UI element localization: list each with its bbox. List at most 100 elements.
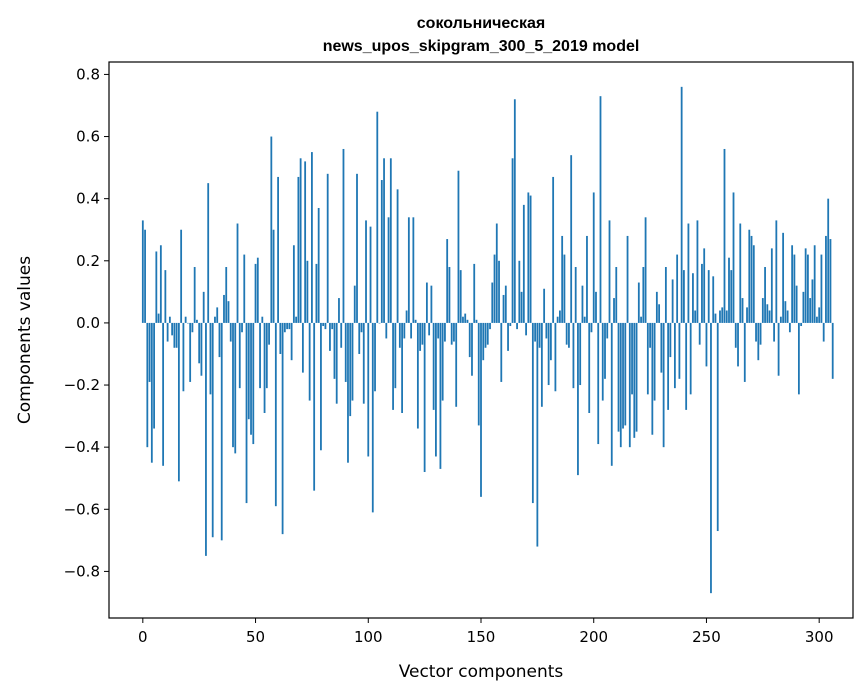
bar-37 [225, 267, 228, 323]
y-tick-label: 0.2 [76, 252, 100, 270]
y-tick-label: 0.6 [76, 128, 100, 146]
bar-148 [475, 319, 478, 323]
bar-106 [380, 180, 383, 323]
bar-209 [613, 298, 615, 323]
bar-277 [766, 304, 769, 323]
bar-229 [658, 304, 661, 323]
bar-124 [421, 322, 424, 345]
bar-234 [669, 322, 672, 358]
bar-190 [570, 155, 573, 323]
bar-126 [425, 282, 428, 323]
bar-207 [608, 220, 611, 323]
bar-100 [367, 322, 370, 457]
bar-287 [788, 322, 791, 333]
chart-title-line1: сокольническая [417, 15, 545, 32]
bar-89 [342, 148, 345, 323]
bar-240 [683, 270, 685, 323]
bar-265 [739, 223, 742, 323]
bar-162 [507, 322, 509, 351]
bar-306 [831, 322, 834, 379]
bar-13 [171, 322, 174, 336]
bar-91 [347, 322, 349, 463]
bar-204 [601, 322, 604, 401]
bar-34 [218, 322, 221, 358]
bar-20 [187, 322, 189, 324]
bar-163 [509, 322, 512, 327]
bar-35 [220, 322, 223, 541]
bar-93 [351, 322, 354, 401]
bar-67 [292, 245, 295, 323]
bar-150 [480, 322, 482, 497]
bar-255 [716, 322, 719, 532]
bar-170 [525, 322, 527, 336]
bar-302 [822, 322, 825, 342]
bars-group [141, 86, 834, 594]
bar-227 [653, 322, 656, 401]
bar-132 [439, 322, 442, 469]
bar-203 [599, 96, 602, 323]
bar-112 [394, 322, 397, 389]
bar-244 [692, 273, 694, 323]
bar-239 [680, 86, 683, 323]
bar-57 [270, 136, 273, 323]
bar-247 [698, 322, 701, 345]
bar-135 [446, 239, 449, 323]
bar-189 [568, 322, 570, 348]
bar-98 [362, 322, 365, 404]
bar-41 [234, 322, 237, 454]
bar-79 [320, 322, 322, 451]
bar-236 [673, 322, 676, 389]
y-tick-label: 0.8 [76, 65, 100, 83]
bar-104 [376, 111, 379, 323]
bar-110 [389, 158, 392, 323]
bar-62 [281, 322, 284, 535]
bar-127 [428, 322, 431, 336]
bar-48 [250, 322, 252, 435]
bar-176 [538, 322, 541, 348]
bar-97 [360, 322, 363, 333]
bar-288 [791, 245, 794, 323]
bar-221 [640, 316, 642, 323]
bar-144 [466, 319, 469, 323]
bar-140 [457, 170, 460, 323]
x-axis-ticks: 0 50 100 150 200 250 300 [138, 618, 834, 646]
bar-300 [818, 307, 821, 323]
bar-32 [214, 316, 216, 323]
bar-257 [721, 307, 724, 323]
bar-251 [707, 270, 710, 323]
bar-123 [419, 322, 422, 351]
bar-94 [353, 285, 356, 323]
bar-142 [462, 316, 464, 323]
bar-220 [637, 282, 640, 323]
y-tick-label: −0.8 [64, 562, 100, 580]
bar-231 [662, 322, 665, 448]
bar-80 [322, 322, 325, 327]
bar-101 [369, 226, 372, 323]
bar-21 [189, 322, 192, 382]
bar-40 [232, 322, 234, 448]
bar-11 [166, 322, 169, 342]
bar-179 [545, 322, 548, 339]
bar-237 [676, 254, 679, 323]
bar-258 [723, 148, 726, 323]
bar-186 [561, 235, 564, 323]
bar-199 [590, 322, 593, 333]
bar-107 [383, 158, 385, 323]
bar-24 [196, 319, 198, 323]
bar-153 [486, 322, 489, 345]
bar-38 [227, 301, 230, 323]
bar-233 [667, 322, 670, 410]
bar-173 [531, 322, 534, 504]
bar-138 [453, 322, 455, 342]
bar-245 [694, 310, 697, 323]
bar-223 [644, 217, 647, 323]
bar-82 [326, 173, 329, 323]
bar-172 [529, 195, 532, 323]
bar-284 [782, 232, 785, 323]
bar-155 [491, 282, 494, 323]
bar-55 [265, 322, 268, 389]
bar-262 [732, 192, 735, 323]
bar-15 [175, 322, 178, 348]
bar-166 [516, 322, 518, 330]
